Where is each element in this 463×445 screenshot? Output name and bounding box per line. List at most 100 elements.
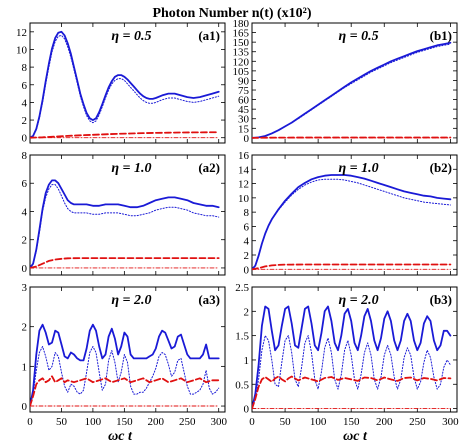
series-dashed-red xyxy=(252,263,452,271)
y-tick-label: 60 xyxy=(238,95,250,107)
y-tick-label: 16 xyxy=(238,150,250,162)
panel-id-label: (b2) xyxy=(430,160,452,175)
y-tick-label: 10 xyxy=(16,44,28,56)
y-tick-label: 180 xyxy=(233,18,250,30)
eta-label: η = 0.5 xyxy=(339,29,379,44)
series-dotted-blue xyxy=(252,178,451,270)
series-solid-blue xyxy=(30,30,220,139)
y-tick-label: 75 xyxy=(238,85,250,97)
y-tick-label: 1.5 xyxy=(235,331,249,343)
eta-label: η = 1.0 xyxy=(111,161,151,176)
series-solid-blue xyxy=(252,41,452,139)
y-tick-label: 2.5 xyxy=(235,282,249,294)
series-dashed-red xyxy=(30,131,220,139)
panel-a1: 0 2 4 6 8 10 12 (a1) η = 0.5 xyxy=(16,22,226,145)
eta-label: η = 0.5 xyxy=(111,29,151,44)
panel-a3: 0 50 100 150 200 250 300 0 1 2 3 (a3) η = 2.0 xyxy=(22,282,228,428)
y-tick-label: 90 xyxy=(238,75,250,87)
y-tick-label: 12 xyxy=(16,27,27,39)
y-tick-label: 0 xyxy=(244,404,250,416)
series-dotted-blue xyxy=(252,43,451,139)
plot-frame xyxy=(251,286,458,413)
x-tick-label: 0 xyxy=(249,416,255,428)
eta-label: η = 1.0 xyxy=(339,161,379,176)
y-tick-label: 1 xyxy=(22,361,28,373)
x-axis-label-left: ωc t xyxy=(108,429,133,444)
figure-title: Photon Number n(t) (x10²) xyxy=(152,6,311,21)
plot-frame xyxy=(29,286,226,413)
y-tick-label: 45 xyxy=(238,104,250,116)
x-tick-label: 250 xyxy=(179,416,196,428)
y-tick-label: 0 xyxy=(22,133,28,145)
panel-id-label: (a3) xyxy=(198,292,220,307)
x-tick-label: 50 xyxy=(56,416,68,428)
y-tick-label: 6 xyxy=(22,80,28,92)
y-tick-label: 150 xyxy=(233,37,250,49)
series-dashed-red xyxy=(252,375,452,410)
y-tick-label: 0 xyxy=(22,401,28,413)
x-tick-label: 300 xyxy=(210,416,227,428)
y-tick-label: 4 xyxy=(22,206,28,218)
y-tick-label: 2 xyxy=(22,235,28,247)
series-dashed-red xyxy=(30,375,220,407)
panel-id-label: (a2) xyxy=(198,160,220,175)
y-tick-label: 2 xyxy=(22,115,28,127)
series-dotted-blue xyxy=(252,335,451,410)
y-tick-label: 6 xyxy=(244,221,250,233)
y-tick-label: 0 xyxy=(244,264,250,276)
panel-id-label: (b3) xyxy=(430,292,452,307)
y-tick-label: 1 xyxy=(244,355,250,367)
x-tick-label: 100 xyxy=(85,416,102,428)
y-tick-label: 2 xyxy=(244,250,250,262)
x-tick-label: 50 xyxy=(280,416,292,428)
panel-a2: 0 2 4 6 8 (a2) η = 1.0 xyxy=(22,150,226,276)
x-tick-label: 150 xyxy=(116,416,133,428)
plot-frame xyxy=(251,22,458,144)
series-dotted-blue xyxy=(30,34,220,139)
y-tick-label: 0 xyxy=(22,263,28,275)
plot-frame xyxy=(29,154,226,276)
plot-frame xyxy=(251,154,458,276)
x-tick-label: 200 xyxy=(376,416,393,428)
x-axis-label-right: ωc t xyxy=(343,429,368,444)
y-tick-label: 105 xyxy=(233,66,250,78)
y-tick-label: 8 xyxy=(244,207,250,219)
x-tick-label: 100 xyxy=(310,416,327,428)
y-tick-label: 14 xyxy=(238,164,250,176)
panel-id-label: (b1) xyxy=(430,28,452,43)
x-tick-label: 250 xyxy=(409,416,426,428)
y-tick-label: 2 xyxy=(22,322,28,334)
eta-label: η = 2.0 xyxy=(339,293,379,308)
y-tick-label: 4 xyxy=(244,236,250,248)
y-tick-label: 135 xyxy=(233,47,250,59)
x-tick-label: 150 xyxy=(343,416,360,428)
series-solid-blue xyxy=(30,323,220,407)
y-tick-label: 12 xyxy=(238,179,249,191)
x-tick-label: 300 xyxy=(442,416,459,428)
series-solid-blue xyxy=(30,179,220,269)
y-tick-label: 120 xyxy=(233,56,250,68)
y-tick-label: 6 xyxy=(22,178,28,190)
x-tick-label: 0 xyxy=(27,416,33,428)
y-tick-label: 8 xyxy=(22,62,28,74)
series-solid-blue xyxy=(252,305,452,410)
series-dotted-blue xyxy=(30,346,220,407)
y-tick-label: 8 xyxy=(22,150,28,162)
panel-b3: 0 50 100 150 200 250 300 0 0.5 1 1.5 2 2.5 (b3) η = 2.… xyxy=(235,282,459,428)
y-tick-label: 15 xyxy=(238,123,250,135)
y-tick-label: 4 xyxy=(22,97,28,109)
y-tick-label: 0.5 xyxy=(235,379,249,391)
plot-frame xyxy=(29,22,226,144)
series-dotted-blue xyxy=(30,184,220,269)
y-tick-label: 0 xyxy=(244,133,250,145)
series-solid-blue xyxy=(252,174,452,271)
panel-id-label: (a1) xyxy=(198,28,220,43)
series-dashed-red xyxy=(30,257,220,269)
y-tick-label: 165 xyxy=(233,28,250,40)
y-tick-label: 30 xyxy=(238,114,250,126)
y-tick-label: 10 xyxy=(238,193,250,205)
panel-b2: 0 2 4 6 8 10 12 14 16 (b2) η = 1.0 xyxy=(238,150,458,276)
